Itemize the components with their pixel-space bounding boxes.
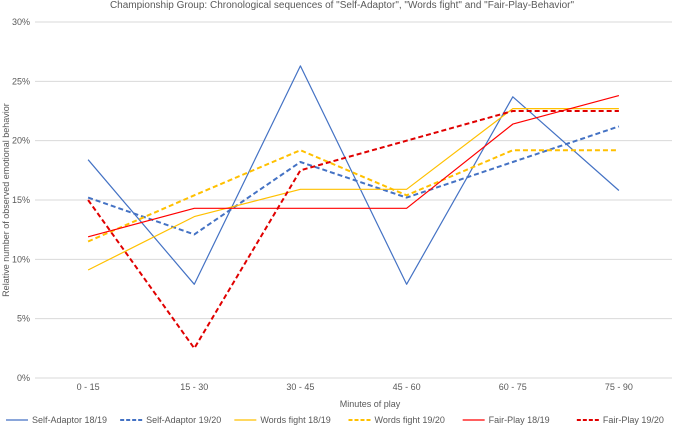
legend-label: Words fight 19/20 — [375, 415, 445, 425]
x-axis-label: Minutes of play — [340, 399, 401, 409]
y-tick-label: 0% — [17, 373, 30, 383]
legend-label: Self-Adaptor 19/20 — [146, 415, 221, 425]
y-tick-label: 5% — [17, 314, 30, 324]
series-line — [87, 125, 620, 236]
y-tick-label: 30% — [12, 17, 30, 27]
legend-label: Self-Adaptor 18/19 — [32, 415, 107, 425]
x-tick-labels: 0 - 15 15 - 30 30 - 45 45 - 60 60 - 75 75 - 9… — [77, 382, 633, 392]
y-tick-label: 25% — [12, 76, 30, 86]
x-tick-label: 30 - 45 — [286, 382, 314, 392]
series-line — [87, 107, 619, 271]
series-line — [87, 65, 620, 285]
x-tick-label: 60 - 75 — [499, 382, 527, 392]
y-tick-label: 20% — [12, 136, 30, 146]
gridlines — [35, 21, 672, 379]
x-tick-label: 75 - 90 — [605, 382, 633, 392]
y-tick-label: 15% — [12, 195, 30, 205]
y-tick-labels: 0% 5% 10% 15% 20% 25% 30% — [12, 17, 30, 383]
chart-title: Championship Group: Chronological sequen… — [110, 0, 575, 11]
y-tick-label: 10% — [12, 254, 30, 264]
x-tick-label: 45 - 60 — [393, 382, 421, 392]
x-tick-label: 0 - 15 — [77, 382, 100, 392]
series-line — [87, 110, 619, 350]
legend: Self-Adaptor 18/19 Self-Adaptor 19/20 Word… — [6, 415, 664, 425]
x-tick-label: 15 - 30 — [180, 382, 208, 392]
y-axis-label: Relative number of observed emotional be… — [1, 103, 11, 297]
legend-label: Fair-Play 18/19 — [489, 415, 550, 425]
legend-label: Fair-Play 19/20 — [603, 415, 664, 425]
series-lines — [87, 65, 620, 350]
series-line — [87, 149, 619, 243]
legend-label: Words fight 18/19 — [260, 415, 330, 425]
series-line — [87, 95, 620, 238]
